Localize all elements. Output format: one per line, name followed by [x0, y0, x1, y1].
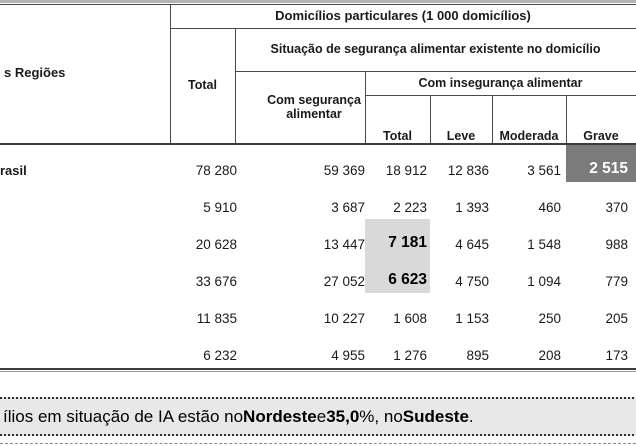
- cell-total: 78 280: [195, 163, 237, 178]
- cell-total: 33 676: [195, 274, 237, 289]
- column-group-header: Domicílios particulares (1 000 domicílio…: [275, 7, 531, 23]
- cell-com-seguranca: 4 955: [331, 348, 365, 363]
- callout-text: .: [468, 406, 474, 426]
- cell-leve: 4 750: [455, 274, 489, 289]
- cell-leve: 12 836: [447, 163, 489, 178]
- row-label: [0, 219, 170, 256]
- table-border: [365, 95, 636, 96]
- column-header-com-inseguranca: Com insegurança alimentar: [418, 75, 583, 90]
- cell-com-seguranca: 27 052: [323, 274, 365, 289]
- cell-grave: 370: [605, 200, 628, 215]
- table-row: rasil 78 280 59 369 18 912 12 836 3 561 …: [0, 145, 636, 182]
- cell-leve: 895: [466, 348, 489, 363]
- cell-total: 6 232: [203, 348, 237, 363]
- table-row: 6 232 4 955 1 276 895 208 173: [0, 330, 636, 367]
- cell-total: 20 628: [195, 237, 237, 252]
- row-label: [0, 330, 170, 367]
- cell-inseg-total-highlighted: 7 181: [365, 219, 430, 256]
- column-header-total: Total: [188, 78, 217, 93]
- cell-moderada: 208: [538, 348, 561, 363]
- cell-total: 5 910: [203, 200, 237, 215]
- row-label: rasil: [0, 163, 27, 178]
- table-border: [430, 95, 431, 143]
- cell-moderada: 1 094: [527, 274, 561, 289]
- cell-grave: 988: [605, 237, 628, 252]
- cell-moderada: 1 548: [527, 237, 561, 252]
- column-header-situacao: Situação de segurança alimentar existent…: [270, 42, 601, 57]
- table-border: [0, 371, 636, 372]
- cell-com-seguranca: 10 227: [323, 311, 365, 326]
- cell-moderada: 460: [538, 200, 561, 215]
- row-label: [0, 293, 170, 330]
- cell-inseg-total: 2 223: [393, 200, 427, 215]
- table-border: [235, 71, 636, 72]
- cell-inseg-total: 1 276: [393, 348, 427, 363]
- top-strip-divider: [0, 0, 636, 3]
- table-border: [492, 95, 493, 143]
- table-border: [0, 368, 636, 370]
- column-header-leve: Leve: [446, 128, 476, 143]
- cell-leve: 4 645: [455, 237, 489, 252]
- cell-total: 11 835: [196, 311, 237, 326]
- cell-moderada: 3 561: [527, 163, 561, 178]
- cell-grave: 173: [605, 348, 628, 363]
- table-border: [0, 4, 636, 5]
- column-header-grave: Grave: [583, 128, 619, 143]
- cell-inseg-total: 1 608: [393, 311, 427, 326]
- table-row: 33 676 27 052 6 623 4 750 1 094 779: [0, 256, 636, 293]
- table-row: 11 835 10 227 1 608 1 153 250 205: [0, 293, 636, 330]
- table-row: 20 628 13 447 7 181 4 645 1 548 988: [0, 219, 636, 256]
- callout-box: ílios em situação de IA estão no Nordest…: [0, 397, 636, 436]
- row-label: [0, 256, 170, 293]
- cell-com-seguranca: 13 447: [323, 237, 365, 252]
- table-row: 5 910 3 687 2 223 1 393 460 370: [0, 182, 636, 219]
- table-border: [566, 95, 567, 143]
- cell-com-seguranca: 59 369: [323, 163, 365, 178]
- cell-grave: 779: [605, 274, 628, 289]
- cell-inseg-total: 18 912: [385, 163, 427, 178]
- table-border: [365, 71, 366, 143]
- cell-com-seguranca: 3 687: [331, 200, 365, 215]
- cell-inseg-total-highlighted: 6 623: [365, 256, 430, 293]
- callout-text: e: [316, 406, 327, 426]
- table-border: [0, 143, 636, 145]
- table-border: [170, 28, 636, 29]
- table-border: [170, 4, 171, 143]
- cell-grave-highlighted: 2 515: [566, 145, 636, 182]
- cell-grave: 205: [605, 311, 628, 326]
- row-axis-header: s Regiões: [4, 65, 66, 81]
- bottom-dashed-divider: [0, 443, 636, 444]
- column-header-inseg-total: Total: [383, 128, 412, 143]
- callout-bold-percent: 35,0: [326, 406, 360, 426]
- callout-text: %, no: [359, 406, 403, 426]
- column-header-com-seguranca: Com segurança alimentar: [267, 92, 361, 121]
- cell-leve: 1 153: [455, 311, 489, 326]
- column-header-moderada: Moderada: [499, 128, 559, 143]
- row-label: [0, 182, 170, 219]
- table-border: [235, 28, 236, 143]
- cell-moderada: 250: [538, 311, 561, 326]
- cell-leve: 1 393: [455, 200, 489, 215]
- callout-bold-nordeste: Nordeste: [243, 406, 317, 426]
- callout-text: ílios em situação de IA estão no: [3, 406, 244, 426]
- callout-bold-sudeste: Sudeste: [402, 406, 469, 426]
